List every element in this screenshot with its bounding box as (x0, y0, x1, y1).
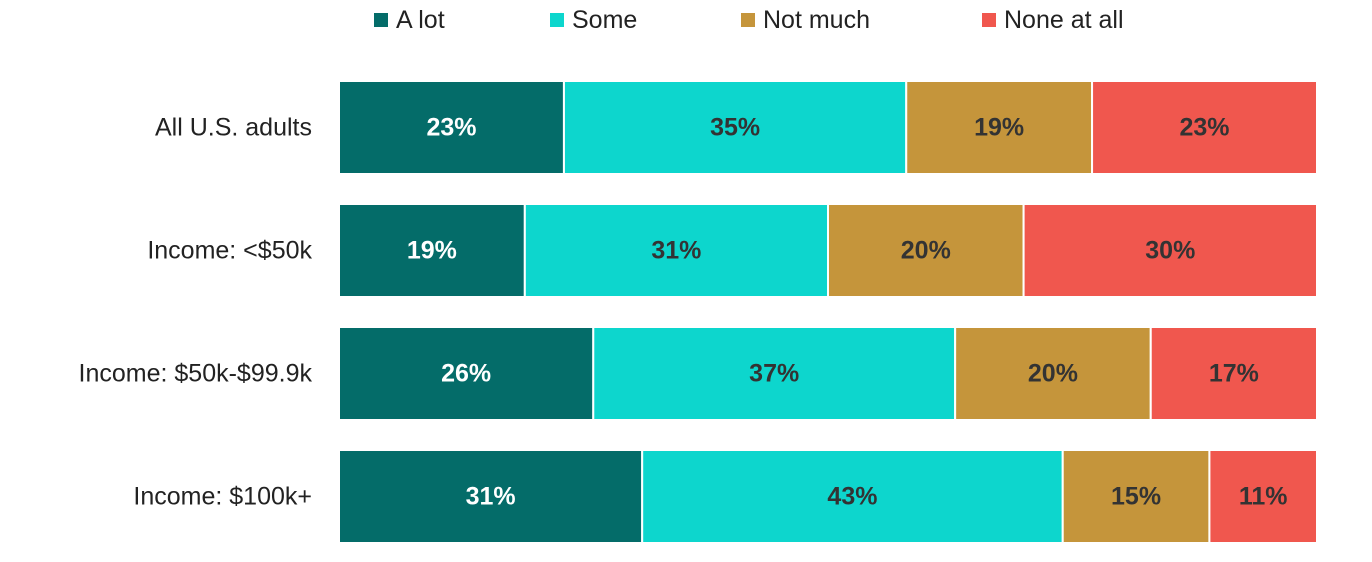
data-label-a-lot: 19% (407, 237, 457, 265)
bar-segment-a-lot (338, 203, 526, 298)
data-label-not-much: 15% (1111, 483, 1161, 511)
legend-swatch-some (550, 13, 564, 27)
bar-segment-none-at-all (1091, 80, 1319, 175)
data-label-none-at-all: 17% (1209, 360, 1259, 388)
data-label-a-lot: 31% (466, 483, 516, 511)
data-label-some: 37% (749, 360, 799, 388)
data-label-not-much: 19% (974, 114, 1024, 142)
category-label: All U.S. adults (155, 114, 312, 142)
data-label-some: 43% (827, 483, 877, 511)
data-label-a-lot: 23% (426, 114, 476, 142)
bar-row: All U.S. adults 23% 35% 19% 23% (155, 80, 1319, 175)
data-label-not-much: 20% (901, 237, 951, 265)
bar-segment-none-at-all (1149, 326, 1318, 421)
data-label-a-lot: 26% (441, 360, 491, 388)
bar-segment-a-lot (338, 326, 595, 421)
legend-item-none-at-all: None at all (982, 6, 1124, 34)
bar-segment-not-much (827, 203, 1025, 298)
data-label-some: 35% (710, 114, 760, 142)
legend-swatch-none-at-all (982, 13, 996, 27)
bar-segment-some (592, 326, 957, 421)
category-label: Income: <$50k (147, 237, 312, 265)
data-label-none-at-all: 23% (1180, 114, 1230, 142)
bar-segment-some (641, 449, 1064, 544)
legend-item-some: Some (550, 6, 637, 34)
bar-row: Income: $100k+ 31% 43% 15% 11% (133, 449, 1319, 544)
legend-item-not-much: Not much (741, 6, 870, 34)
bar-segment-a-lot (338, 80, 565, 175)
data-label-none-at-all: 30% (1145, 237, 1195, 265)
legend-item-a-lot: A lot (374, 6, 445, 34)
category-label: Income: $100k+ (133, 483, 312, 511)
legend-swatch-a-lot (374, 13, 388, 27)
data-label-some: 31% (651, 237, 701, 265)
data-label-none-at-all: 11% (1239, 483, 1288, 511)
bar-segment-not-much (905, 80, 1094, 175)
legend-label-not-much: Not much (763, 6, 870, 34)
legend-swatch-not-much (741, 13, 755, 27)
data-label-not-much: 20% (1028, 360, 1078, 388)
bar-segment-none-at-all (1208, 449, 1319, 544)
bar-segment-some (523, 203, 829, 298)
legend-label-a-lot: A lot (396, 6, 445, 34)
legend: A lot Some Not much None at all (374, 6, 1124, 34)
bar-segment-a-lot (338, 449, 644, 544)
bars: All U.S. adults 23% 35% 19% 23% Income: <$50k… (79, 80, 1319, 544)
bar-segment-none-at-all (1022, 203, 1318, 298)
legend-label-none-at-all: None at all (1004, 6, 1124, 34)
bar-row: Income: $50k-$99.9k 26% 37% 20% 17% (79, 326, 1318, 421)
legend-label-some: Some (572, 6, 637, 34)
bar-segment-some (562, 80, 908, 175)
bar-row: Income: <$50k 19% 31% 20% 30% (147, 203, 1318, 298)
category-label: Income: $50k-$99.9k (79, 360, 313, 388)
